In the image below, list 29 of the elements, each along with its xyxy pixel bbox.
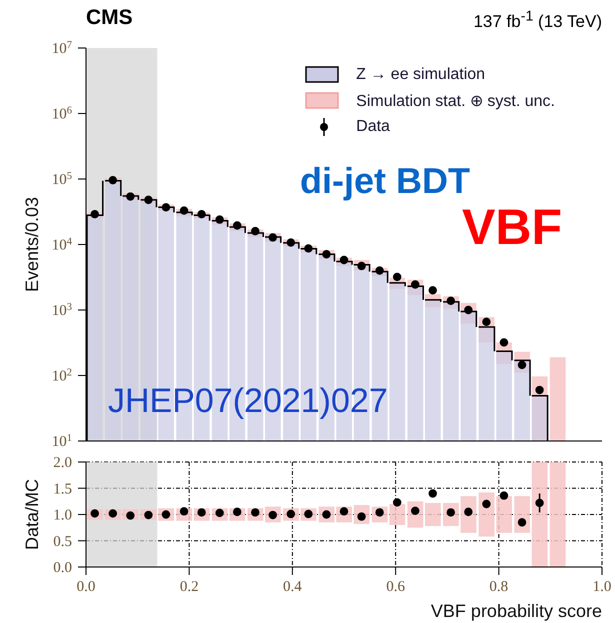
y-tick-label: 10$^{3}$ <box>52 302 72 319</box>
x-tick-label: 0.2 <box>180 579 199 595</box>
y-tick-label: 10$^{7}$ <box>52 40 72 57</box>
annotation: VBF <box>462 199 562 255</box>
annotation: di-jet BDT <box>300 160 470 201</box>
x-tick-label: 0.4 <box>283 579 302 595</box>
y-tick-label: 1.0 <box>53 508 72 524</box>
y-tick-label: 10$^{6}$ <box>52 105 72 122</box>
y-tick-label: 0.5 <box>53 534 72 550</box>
y-tick-label: 10$^{5}$ <box>52 170 72 188</box>
legend-label: Z → ee simulation <box>356 66 486 84</box>
x-axis-title: VBF probability score <box>430 601 602 621</box>
x-tick-label: 1.0 <box>592 579 612 595</box>
x-tick-label: 0.8 <box>489 579 508 595</box>
y-tick-label: 2.0 <box>53 455 72 471</box>
y-axis-title: Data/MC <box>22 478 42 550</box>
x-tick-label: 0.6 <box>386 579 406 595</box>
legend-label: Data <box>356 118 390 136</box>
y-tick-label: 10$^{2}$ <box>52 367 72 384</box>
chart-title: CMS <box>86 6 133 29</box>
y-tick-label: 1.5 <box>53 481 72 498</box>
y-tick-label: 0.0 <box>53 560 72 576</box>
y-tick-label: 10$^{1}$ <box>52 432 72 450</box>
y-tick-label: 10$^{4}$ <box>52 236 73 254</box>
y-axis-title: Events/0.03 <box>22 196 42 292</box>
legend-label: Simulation stat. ⊕ syst. unc. <box>356 92 555 111</box>
annotation: JHEP07(2021)027 <box>108 382 388 420</box>
chart-subtitle: 137 fb$^{-1}$ (13 TeV) <box>473 8 602 31</box>
x-tick-label: 0.0 <box>76 579 96 595</box>
